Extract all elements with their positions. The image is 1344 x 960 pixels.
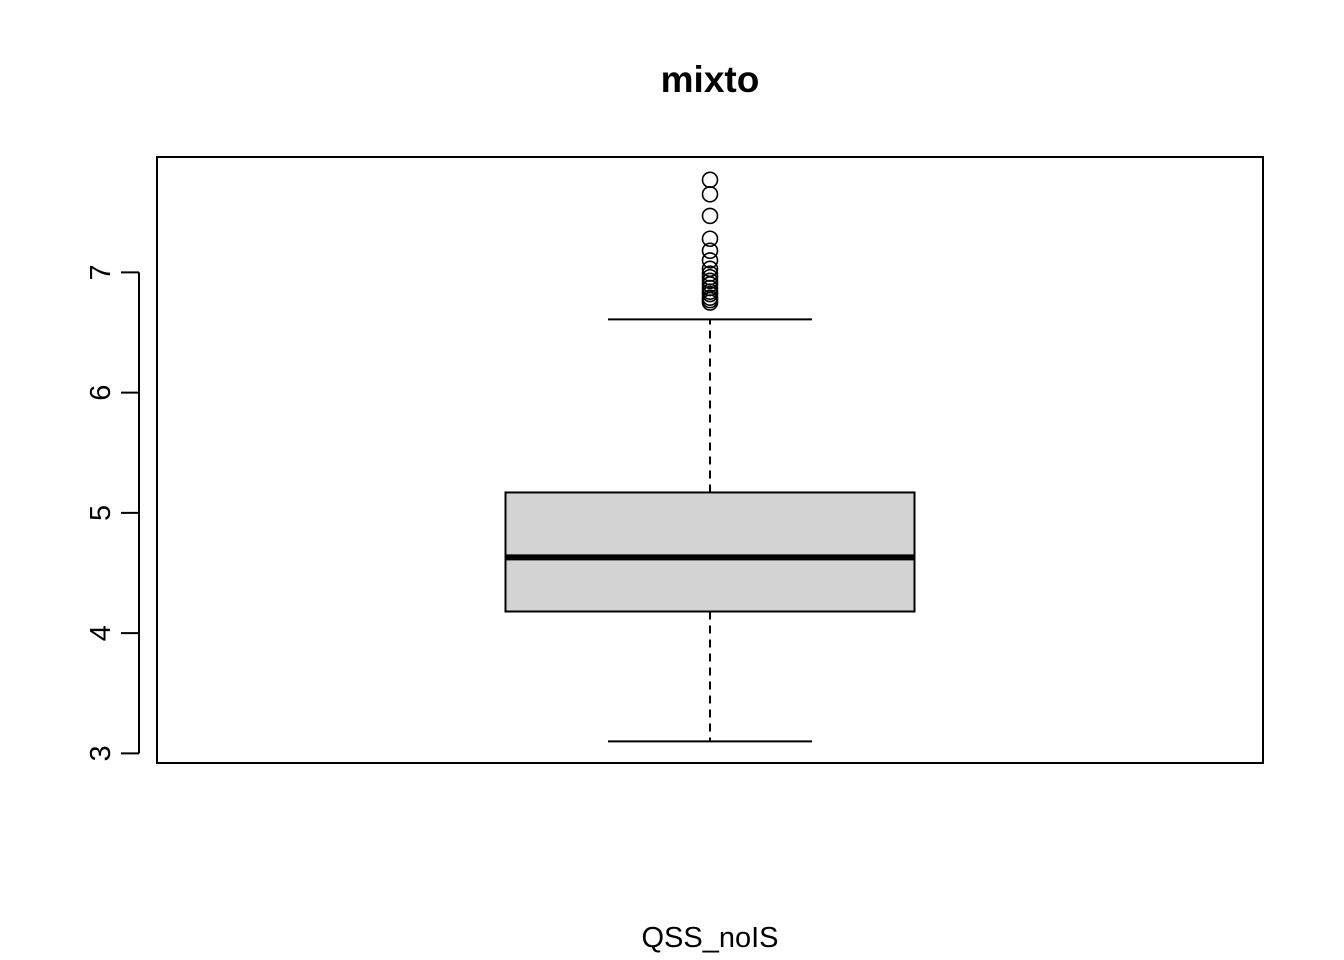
- plot-frame: [156, 156, 1264, 764]
- outlier-point: [701, 260, 719, 278]
- y-axis: 3 4 5 6 7: [85, 264, 140, 761]
- y-tick-label: 7: [85, 264, 117, 280]
- y-tick-label: 4: [85, 625, 117, 641]
- outlier-point: [701, 289, 719, 306]
- y-tick-label: 6: [85, 385, 117, 401]
- outlier-point: [701, 242, 719, 260]
- y-tick-label: 3: [85, 745, 117, 761]
- outlier-point: [701, 252, 719, 269]
- outlier-point: [701, 171, 719, 189]
- boxplot-series: [504, 171, 916, 743]
- outlier-point: [701, 230, 719, 248]
- outlier-point: [701, 268, 719, 286]
- outlier-point: [701, 272, 719, 290]
- outlier-point: [701, 185, 719, 203]
- outlier-point: [701, 207, 719, 225]
- chart-title: mixto: [661, 59, 760, 100]
- x-axis-label: QSS_noIS: [641, 922, 778, 954]
- outlier-point: [701, 265, 719, 282]
- y-tick-label: 5: [85, 505, 117, 521]
- interquartile-box: [504, 491, 916, 613]
